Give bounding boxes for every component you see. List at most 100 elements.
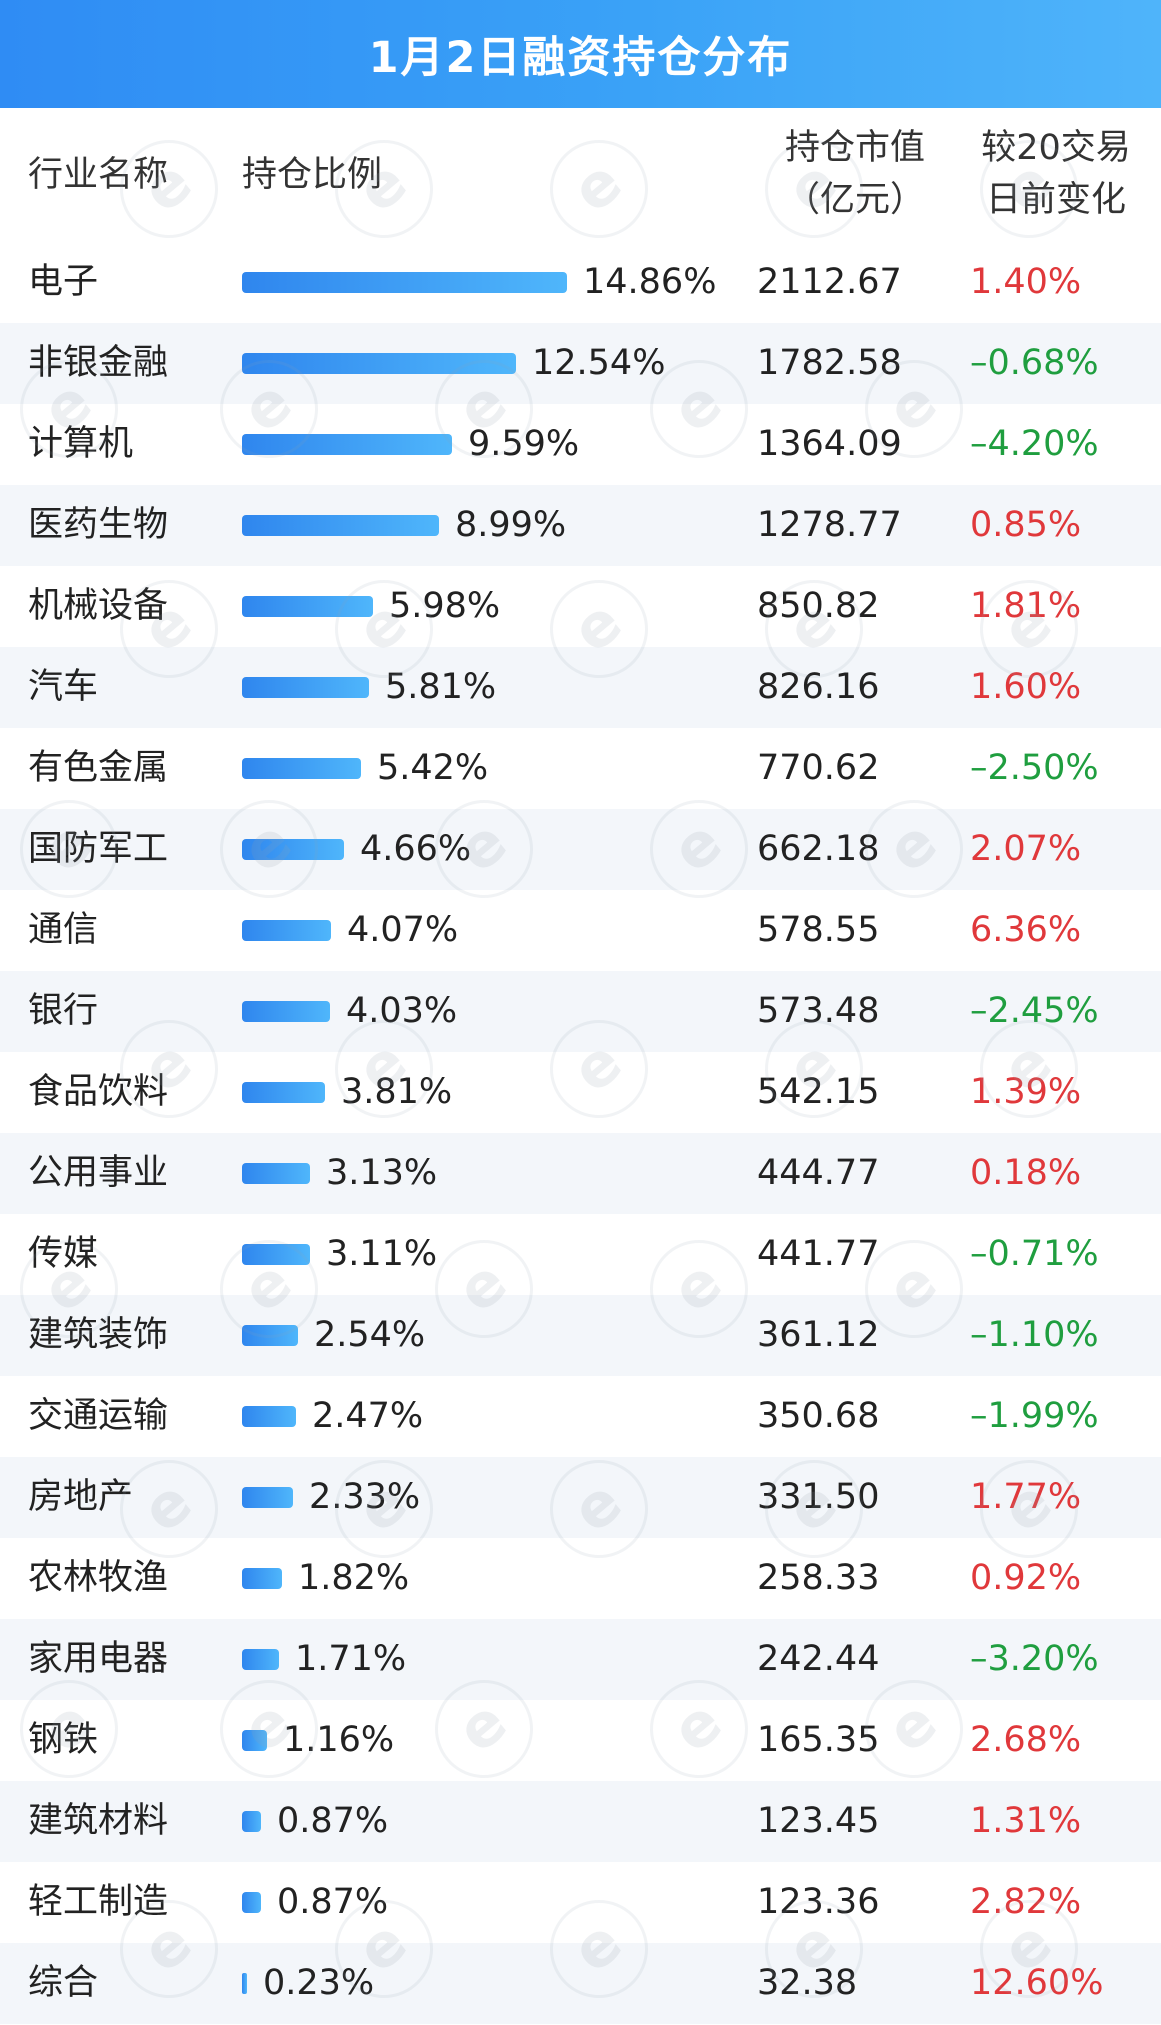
change-value: 1.39%	[970, 1072, 1082, 1112]
ratio-label: 5.42%	[377, 748, 489, 788]
table-row: 医药生物 8.99% 1278.77 0.85%	[0, 485, 1161, 566]
ratio-cell: 4.66%	[242, 809, 471, 890]
change-value: –4.20%	[970, 424, 1099, 464]
ratio-label: 5.81%	[385, 667, 497, 707]
ratio-bar	[242, 758, 361, 779]
change-value: 1.77%	[970, 1477, 1082, 1517]
ratio-bar	[242, 839, 344, 860]
industry-name: 汽车	[28, 667, 99, 707]
market-value: 123.45	[757, 1801, 880, 1841]
ratio-label: 3.11%	[326, 1234, 438, 1274]
ratio-bar	[242, 272, 567, 293]
market-value: 1278.77	[757, 505, 902, 545]
table-row: 家用电器 1.71% 242.44 –3.20%	[0, 1619, 1161, 1700]
market-value: 850.82	[757, 586, 880, 626]
ratio-cell: 2.54%	[242, 1295, 425, 1376]
table-row: 银行 4.03% 573.48 –2.45%	[0, 971, 1161, 1052]
change-value: 6.36%	[970, 910, 1082, 950]
market-value: 331.50	[757, 1477, 880, 1517]
header-market-value: 持仓市值 （亿元）	[735, 122, 925, 226]
industry-name: 通信	[28, 910, 99, 950]
change-value: 1.60%	[970, 667, 1082, 707]
industry-name: 家用电器	[28, 1639, 169, 1679]
header-market-value-line1: 持仓市值	[784, 128, 925, 168]
ratio-label: 2.47%	[312, 1396, 424, 1436]
table-row: 农林牧渔 1.82% 258.33 0.92%	[0, 1538, 1161, 1619]
industry-name: 医药生物	[28, 505, 169, 545]
ratio-label: 0.87%	[277, 1882, 389, 1922]
table-row: 传媒 3.11% 441.77 –0.71%	[0, 1214, 1161, 1295]
market-value: 1782.58	[757, 343, 902, 383]
ratio-label: 2.54%	[314, 1315, 426, 1355]
market-value: 1364.09	[757, 424, 902, 464]
ratio-label: 14.86%	[583, 262, 717, 302]
page-title: 1月2日融资持仓分布	[368, 33, 793, 83]
ratio-cell: 3.13%	[242, 1133, 437, 1214]
ratio-bar	[242, 1082, 325, 1103]
ratio-cell: 12.54%	[242, 323, 665, 404]
ratio-label: 9.59%	[468, 424, 580, 464]
industry-name: 钢铁	[28, 1720, 99, 1760]
industry-name: 农林牧渔	[28, 1558, 169, 1598]
industry-name: 国防军工	[28, 829, 169, 869]
industry-name: 电子	[28, 262, 99, 302]
ratio-cell: 3.81%	[242, 1052, 452, 1133]
ratio-label: 8.99%	[455, 505, 567, 545]
table-row: 非银金融 12.54% 1782.58 –0.68%	[0, 323, 1161, 404]
market-value: 165.35	[757, 1720, 880, 1760]
industry-name: 传媒	[28, 1234, 99, 1274]
ratio-bar	[242, 1487, 293, 1508]
ratio-label: 3.81%	[341, 1072, 453, 1112]
ratio-cell: 1.71%	[242, 1619, 406, 1700]
change-value: 12.60%	[970, 1963, 1104, 2003]
industry-name: 交通运输	[28, 1396, 169, 1436]
ratio-cell: 4.07%	[242, 890, 458, 971]
ratio-bar	[242, 515, 439, 536]
market-value: 258.33	[757, 1558, 880, 1598]
ratio-bar	[242, 677, 369, 698]
table-row: 房地产 2.33% 331.50 1.77%	[0, 1457, 1161, 1538]
change-value: 1.31%	[970, 1801, 1082, 1841]
ratio-bar	[242, 1568, 282, 1589]
ratio-bar	[242, 1730, 267, 1751]
change-value: 1.81%	[970, 586, 1082, 626]
header-ratio: 持仓比例	[242, 155, 383, 195]
market-value: 444.77	[757, 1153, 880, 1193]
ratio-cell: 8.99%	[242, 485, 566, 566]
ratio-label: 1.16%	[283, 1720, 395, 1760]
table-row: 公用事业 3.13% 444.77 0.18%	[0, 1133, 1161, 1214]
header-industry: 行业名称	[28, 155, 169, 195]
ratio-label: 3.13%	[326, 1153, 438, 1193]
change-value: –0.71%	[970, 1234, 1099, 1274]
table-row: 计算机 9.59% 1364.09 –4.20%	[0, 404, 1161, 485]
change-value: 2.68%	[970, 1720, 1082, 1760]
ratio-cell: 5.81%	[242, 647, 496, 728]
table-body: 电子 14.86% 2112.67 1.40% 非银金融 12.54% 1782.58 –0.…	[0, 242, 1161, 2024]
market-value: 32.38	[757, 1963, 858, 2003]
market-value: 826.16	[757, 667, 880, 707]
table-row: 建筑材料 0.87% 123.45 1.31%	[0, 1781, 1161, 1862]
change-value: 2.82%	[970, 1882, 1082, 1922]
ratio-bar	[242, 1649, 279, 1670]
table-row: 轻工制造 0.87% 123.36 2.82%	[0, 1862, 1161, 1943]
header-change-line1: 较20交易	[981, 128, 1131, 168]
ratio-label: 1.71%	[295, 1639, 407, 1679]
ratio-bar	[242, 1163, 310, 1184]
change-value: 1.40%	[970, 262, 1082, 302]
industry-name: 建筑装饰	[28, 1315, 169, 1355]
ratio-label: 4.03%	[346, 991, 458, 1031]
ratio-bar	[242, 920, 331, 941]
table-row: 交通运输 2.47% 350.68 –1.99%	[0, 1376, 1161, 1457]
industry-name: 银行	[28, 991, 99, 1031]
ratio-label: 4.07%	[347, 910, 459, 950]
change-value: 0.18%	[970, 1153, 1082, 1193]
ratio-cell: 0.23%	[242, 1943, 374, 2024]
table-row: 通信 4.07% 578.55 6.36%	[0, 890, 1161, 971]
market-value: 123.36	[757, 1882, 880, 1922]
industry-name: 计算机	[28, 424, 134, 464]
ratio-bar	[242, 1244, 310, 1265]
market-value: 578.55	[757, 910, 880, 950]
industry-name: 建筑材料	[28, 1801, 169, 1841]
ratio-label: 12.54%	[532, 343, 666, 383]
market-value: 770.62	[757, 748, 880, 788]
